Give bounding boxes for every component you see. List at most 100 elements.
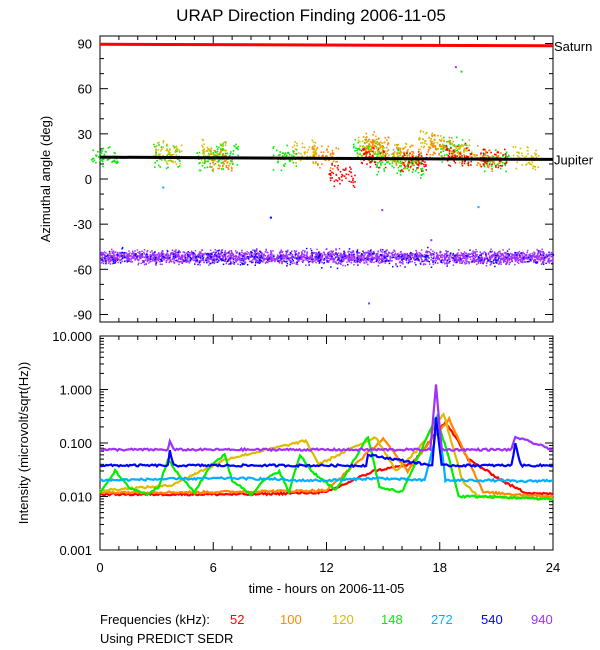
data-point — [391, 165, 393, 167]
data-point — [293, 250, 296, 252]
data-point — [535, 260, 538, 263]
data-point — [391, 160, 394, 162]
data-point — [519, 259, 521, 261]
data-point — [230, 249, 233, 252]
data-point — [543, 258, 546, 260]
data-point — [222, 162, 224, 164]
data-point — [357, 141, 359, 144]
data-point — [243, 263, 246, 265]
data-point — [195, 257, 198, 259]
data-point — [377, 265, 380, 267]
data-point — [330, 251, 333, 253]
data-point — [371, 258, 373, 261]
data-point — [368, 144, 370, 146]
data-point — [230, 263, 232, 265]
data-point — [529, 259, 532, 261]
data-point — [231, 167, 233, 170]
data-point — [174, 251, 177, 254]
data-point — [367, 152, 369, 154]
data-point — [442, 144, 445, 147]
data-point — [341, 258, 344, 260]
data-point — [490, 263, 493, 265]
data-point — [215, 154, 217, 157]
data-point — [93, 159, 96, 162]
data-point — [346, 257, 348, 259]
data-point — [498, 262, 501, 265]
data-point — [293, 144, 296, 147]
data-point — [129, 258, 131, 260]
data-point — [277, 160, 279, 163]
data-point — [253, 258, 256, 261]
data-point — [133, 252, 135, 255]
data-point — [466, 252, 468, 255]
data-point — [337, 147, 340, 150]
data-point — [384, 252, 386, 255]
data-point — [397, 146, 400, 149]
data-point — [399, 160, 402, 163]
data-point — [330, 250, 332, 252]
data-point — [156, 257, 158, 259]
data-point — [187, 251, 190, 253]
data-point — [367, 147, 370, 150]
data-point — [500, 258, 502, 260]
data-point — [368, 252, 370, 254]
data-point — [212, 152, 215, 154]
data-point — [278, 255, 281, 258]
data-point — [497, 163, 500, 165]
data-point — [328, 172, 331, 175]
data-point — [406, 256, 408, 259]
data-point — [360, 155, 363, 158]
data-point — [468, 261, 470, 263]
data-point — [395, 257, 398, 259]
data-point — [379, 153, 381, 156]
data-point — [331, 162, 333, 165]
data-point — [239, 259, 241, 261]
data-point — [99, 159, 102, 162]
data-point — [226, 161, 229, 163]
data-point — [488, 256, 491, 259]
data-point — [410, 161, 413, 164]
data-point — [312, 150, 315, 153]
data-point — [484, 154, 487, 157]
data-point — [453, 156, 456, 159]
data-point — [285, 253, 287, 255]
data-point — [424, 132, 427, 135]
data-point — [149, 251, 152, 253]
data-point — [403, 152, 405, 155]
data-point — [534, 168, 537, 171]
data-point — [413, 259, 416, 261]
data-point — [510, 256, 512, 258]
data-point — [213, 163, 216, 166]
data-point — [154, 263, 157, 266]
data-point — [479, 260, 481, 262]
data-point — [376, 173, 378, 176]
data-point — [156, 254, 158, 256]
data-point — [438, 145, 441, 148]
data-point — [373, 261, 375, 264]
data-point — [283, 257, 286, 260]
data-point — [266, 251, 269, 254]
data-point — [522, 257, 525, 259]
data-point — [333, 257, 335, 260]
data-point — [467, 164, 470, 167]
data-point — [453, 257, 455, 260]
data-point — [219, 151, 221, 154]
data-point — [409, 258, 412, 261]
data-point — [499, 152, 502, 155]
data-point — [119, 252, 121, 255]
data-point — [412, 253, 414, 255]
data-point — [429, 156, 431, 159]
y-tick-label: 10.000 — [52, 329, 92, 344]
data-point — [132, 257, 135, 259]
y-tick-label: 0.010 — [59, 490, 92, 505]
data-point — [350, 168, 352, 170]
data-point — [262, 261, 264, 263]
data-point — [534, 260, 536, 262]
data-point — [283, 165, 286, 168]
data-point — [376, 153, 379, 156]
data-point — [286, 144, 288, 147]
data-point — [309, 255, 311, 258]
data-point — [498, 255, 500, 258]
data-point — [504, 163, 506, 165]
data-point — [213, 253, 216, 256]
